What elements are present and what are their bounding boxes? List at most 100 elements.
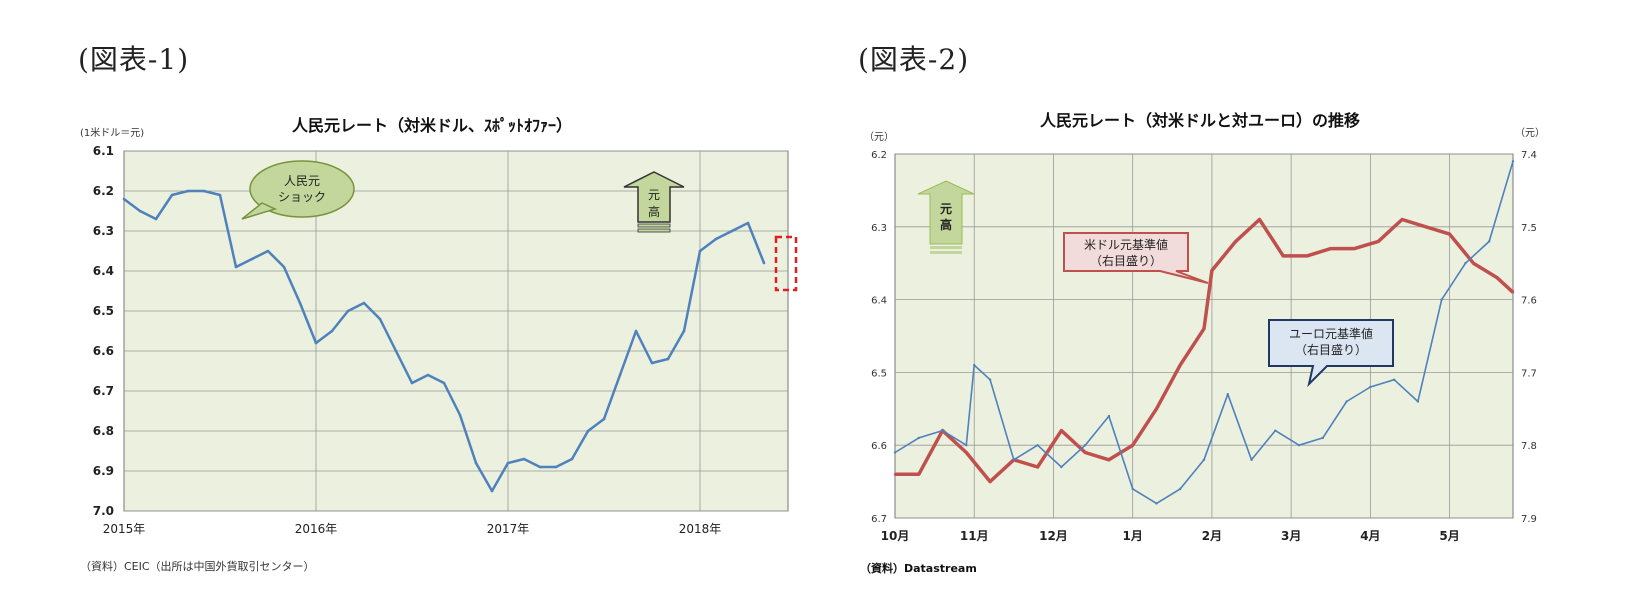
chart-2-left-y-ticks: 6.2 6.3 6.4 6.5 6.6 6.7 [871,150,887,525]
chart-1-data-point [202,189,206,193]
chart-2-x-tick-label: 10月 [881,529,910,543]
chart-2-eur-data-point [1392,378,1396,381]
chart-1-data-point [378,317,382,321]
chart-2-usd-data-point [1155,407,1158,410]
chart-1-y-tick-label: 6.1 [93,144,114,158]
chart-1-data-point [682,329,686,333]
chart-1-data-point [522,457,526,461]
chart-2-left-y-tick-label: 6.6 [871,441,887,452]
chart-1-y-tick-label: 6.8 [93,424,114,438]
chart-2-x-tick-label: 5月 [1439,529,1459,543]
chart-2-usd-data-point [1131,444,1134,447]
chart-2-usd-data-point [1424,225,1428,228]
chart-2-eur-series-line [894,161,1514,505]
chart-1-data-point [762,261,766,265]
chart-1-data-point [266,249,270,253]
chart-2-left-y-tick-label: 6.5 [871,368,887,379]
chart-2-left-y-tick-label: 6.4 [871,296,887,307]
eur-callout-line-2: （右目盛り） [1295,342,1367,357]
chart-2-eur-data-point [988,378,992,381]
chart-2-arrow-label-2: 高 [940,217,952,232]
chart-2-usd-data-point [1472,262,1475,265]
chart-2-right-y-tick-label: 7.5 [1521,223,1537,234]
chart-2-usd-data-point [1060,429,1063,432]
chart-2-right-axis-label: （元） [1515,127,1545,139]
chart-1-y-axis-label: (1米ドル＝元) [80,126,144,139]
chart-1-data-point [442,381,446,385]
chart-1-data-point [698,249,702,253]
chart-1-y-tick-label: 6.9 [93,464,114,478]
chart-2-left-y-tick-label: 6.3 [871,223,887,234]
chart-2-eur-data-point [1107,414,1111,418]
chart-2-eur-data-point [1511,160,1515,163]
chart-2-usd-data-point [1282,254,1285,258]
chart-1-y-tick-label: 7.0 [93,504,114,518]
chart-1-data-point [730,229,734,233]
chart-1-data-point [186,189,190,193]
chart-2-eur-data-point [1369,385,1372,389]
chart-2-usd-data-point [1495,276,1499,279]
usd-callout-line-1: 米ドル元基準値 [1084,237,1168,252]
chart-2-eur-data-point [1297,444,1301,447]
chart-1-data-point [314,341,318,345]
chart-1-data-point [410,381,414,385]
chart-2-usd-data-point [1329,247,1332,250]
chart-1-data-point [490,489,494,493]
chart-1-data-point [346,309,350,313]
chart-2-eur-data-point [965,444,968,447]
chart-2-right-y-ticks: 7.4 7.5 7.6 7.7 7.8 7.9 [1521,150,1537,525]
chart-2-eur-data-point [1131,487,1134,491]
arrow-label-2: 高 [648,204,660,219]
chart-1-appreciation-arrow-icon: 元 高 [623,171,685,233]
chart-1-data-point [570,457,574,461]
chart-2-eur-data-point [1274,429,1277,432]
chart-2-x-tick-label: 3月 [1281,529,1301,543]
chart-2-usd-callout: 米ドル元基準値 （右目盛り） [1063,232,1209,284]
chart-1-highlight-box [774,235,798,292]
chart-2-eur-data-point [1440,298,1443,301]
chart-1-data-point [122,197,126,201]
chart-1-data-point [714,237,718,241]
chart-1-data-point [426,373,430,377]
chart-2-appreciation-arrow-icon: 元 高 [917,180,975,254]
chart-2-usd-data-point [1107,458,1111,461]
chart-2-eur-data-point [1464,262,1467,265]
chart-2-eur-data-point [1488,240,1491,243]
figure-2-label: (図表-2) [858,43,970,76]
chart-1-x-tick-label: 2015年 [103,522,146,536]
chart-2-source: （資料）Datastream [860,561,977,575]
chart-1-data-point [474,461,478,465]
chart-2-eur-data-point [1060,465,1063,469]
chart-1-x-tick-label: 2016年 [295,522,338,536]
chart-1-data-point [650,361,654,365]
chart-2-usd-data-point [965,451,968,454]
chart-1-data-point [362,301,366,305]
chart-2-eur-data-point [941,429,944,432]
chart-2-eur-data-point [1083,444,1087,447]
chart-2-eur-data-point [1226,393,1229,396]
chart-2-usd-data-point [1234,240,1237,243]
chart-2-right-y-tick-label: 7.8 [1521,441,1537,452]
eur-callout-line-1: ユーロ元基準値 [1289,326,1373,341]
chart-2-x-tick-label: 1月 [1123,529,1143,543]
chart-2-x-tick-label: 4月 [1360,529,1380,543]
chart-2-usd-data-point [1400,218,1404,221]
chart-2-usd-series-line [895,217,1515,484]
chart-2-eur-data-point [1012,458,1016,461]
chart-2-eur-data-point [973,363,976,367]
chart-2-usd-data-point [1305,254,1309,258]
chart-2-right-y-tick-label: 7.7 [1521,368,1537,379]
chart-2-eur-data-point [1416,400,1420,403]
chart-1-grid [124,150,788,512]
chart-2-title: 人民元レート（対米ドルと対ユーロ）の推移 [1040,111,1360,130]
figure-1-label: (図表-1) [78,43,190,76]
chart-1-data-point [298,301,302,305]
chart-1-y-tick-label: 6.4 [93,264,114,278]
chart-2-usd-data-point [1353,247,1356,250]
callout-text-line-2: ショック [278,190,326,204]
chart-1-data-points [122,189,766,493]
chart-1-y-tick-label: 6.5 [93,304,114,318]
chart-2-eur-data-point [1036,444,1039,447]
chart-1-y-tick-label: 6.7 [93,384,114,398]
